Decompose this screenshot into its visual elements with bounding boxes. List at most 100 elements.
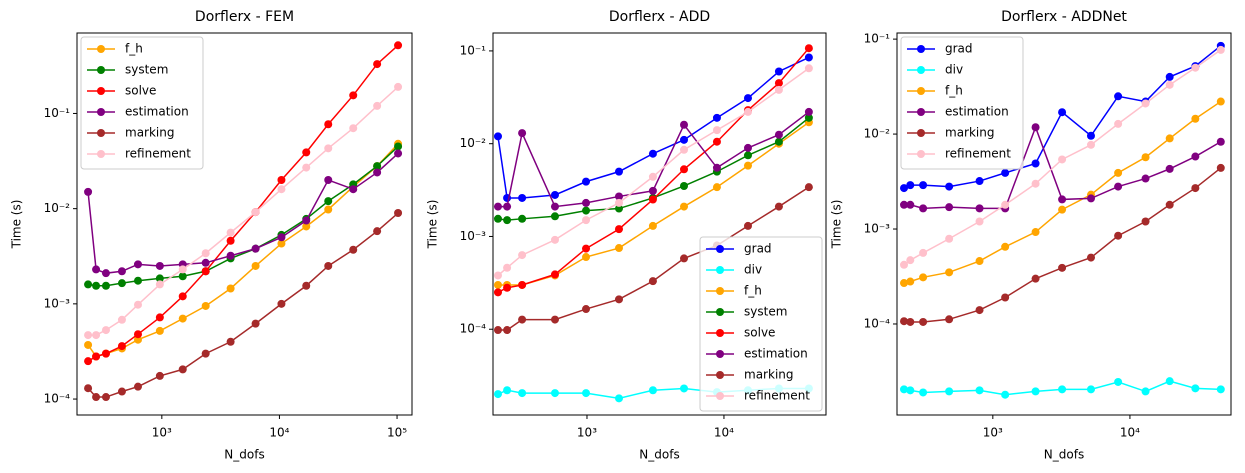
data-point	[582, 177, 591, 186]
data-point	[712, 137, 721, 146]
data-point	[518, 315, 527, 324]
data-point	[226, 228, 235, 237]
y-tick-label: 10⁻³	[44, 296, 71, 310]
data-point	[133, 330, 142, 339]
data-point	[201, 349, 210, 358]
x-tick-label: 10³	[577, 426, 597, 440]
data-point	[614, 167, 623, 176]
data-point	[518, 214, 527, 223]
data-point	[1086, 140, 1095, 149]
data-point	[503, 326, 512, 335]
data-point	[302, 148, 311, 157]
legend-label: f_h	[744, 284, 762, 298]
data-point	[277, 299, 286, 308]
data-point	[582, 305, 591, 314]
data-point	[743, 221, 752, 230]
data-point	[349, 245, 358, 254]
data-point	[906, 386, 915, 395]
legend-marker	[97, 45, 105, 53]
data-point	[743, 107, 752, 116]
legend-marker	[97, 66, 105, 74]
data-point	[302, 281, 311, 290]
data-point	[92, 393, 101, 402]
data-point	[1086, 253, 1095, 262]
data-point	[101, 393, 110, 402]
data-point	[1191, 152, 1200, 161]
data-point	[349, 124, 358, 133]
legend-label: solve	[744, 326, 775, 340]
data-point	[394, 41, 403, 50]
data-point	[1216, 385, 1225, 394]
data-point	[117, 267, 126, 276]
data-point	[975, 386, 984, 395]
series-line	[497, 117, 810, 221]
x-tick-label: 10⁴	[1120, 426, 1140, 440]
data-point	[251, 261, 260, 270]
data-point	[117, 315, 126, 324]
data-point	[900, 184, 909, 193]
data-point	[774, 202, 783, 211]
data-point	[804, 53, 813, 62]
x-axis-label: N_dofs	[1044, 448, 1084, 462]
data-point	[117, 342, 126, 351]
data-point	[774, 67, 783, 76]
y-axis-label: Time (s)	[426, 200, 440, 250]
data-point	[155, 261, 164, 270]
data-point	[1086, 131, 1095, 140]
data-point	[155, 371, 164, 380]
data-point	[680, 145, 689, 154]
data-point	[614, 394, 623, 403]
legend-label: f_h	[125, 42, 143, 56]
data-point	[1114, 377, 1123, 386]
legend-label: refinement	[125, 147, 191, 161]
data-point	[493, 214, 502, 223]
legend-label: system	[744, 305, 787, 319]
data-point	[201, 267, 210, 276]
data-point	[648, 186, 657, 195]
legend-marker	[917, 108, 925, 116]
chart-title: Dorflerx - ADD	[609, 9, 710, 25]
data-point	[1058, 195, 1067, 204]
data-point	[906, 277, 915, 286]
data-point	[648, 277, 657, 286]
plot-frame	[76, 32, 413, 416]
data-point	[277, 239, 286, 248]
data-point	[804, 113, 813, 122]
data-point	[1141, 99, 1150, 108]
y-axis-label: Time (s)	[10, 200, 24, 250]
legend-marker	[97, 108, 105, 116]
data-point	[906, 317, 915, 326]
data-point	[774, 79, 783, 88]
data-point	[503, 263, 512, 272]
legend-marker	[917, 45, 925, 53]
data-point	[712, 113, 721, 122]
data-point	[101, 281, 110, 290]
data-point	[919, 204, 928, 213]
data-point	[582, 253, 591, 262]
data-point	[518, 389, 527, 398]
data-point	[919, 273, 928, 282]
data-point	[550, 202, 559, 211]
data-point	[1114, 119, 1123, 128]
data-point	[92, 352, 101, 361]
data-point	[712, 126, 721, 135]
series-line	[88, 86, 399, 336]
data-point	[743, 143, 752, 152]
data-point	[743, 94, 752, 103]
data-point	[804, 44, 813, 53]
data-point	[945, 268, 954, 277]
data-point	[503, 216, 512, 225]
data-point	[155, 280, 164, 289]
data-point	[101, 269, 110, 278]
data-point	[582, 216, 591, 225]
data-point	[503, 386, 512, 395]
legend-label: div	[945, 63, 963, 77]
data-point	[550, 212, 559, 221]
data-point	[92, 281, 101, 290]
data-point	[582, 389, 591, 398]
data-point	[133, 300, 142, 309]
series-line	[87, 152, 399, 274]
data-point	[743, 161, 752, 170]
data-point	[919, 317, 928, 326]
